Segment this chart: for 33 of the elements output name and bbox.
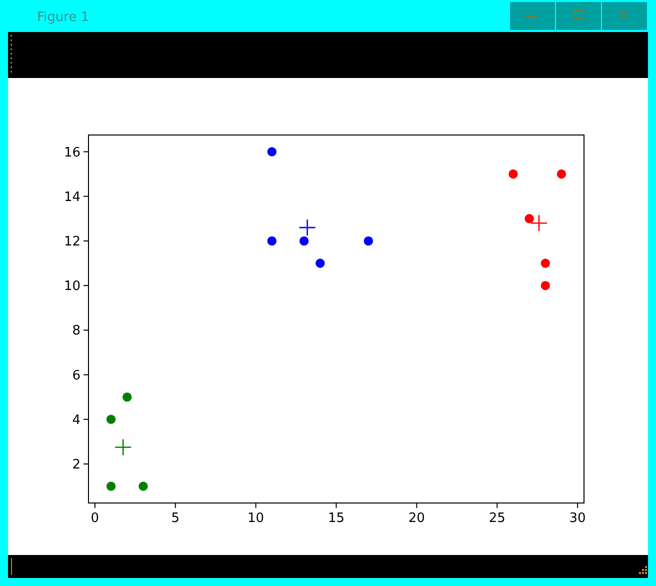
x-tick-label: 25: [488, 511, 506, 526]
y-tick-label: 4: [72, 412, 80, 428]
y-tick-label: 6: [72, 368, 80, 384]
y-tick-label: 12: [64, 234, 80, 250]
y-tick-label: 16: [64, 145, 80, 160]
point: [299, 236, 309, 246]
x-tick-label: 30: [569, 511, 586, 526]
x-tick-label: 5: [171, 511, 180, 526]
x-tick-label: 0: [90, 511, 100, 526]
point: [122, 392, 132, 402]
point: [106, 414, 116, 424]
caption: Figure 1: [37, 10, 90, 25]
point: [364, 236, 374, 246]
y-tick-label: 10: [64, 279, 80, 294]
point: [298, 218, 316, 236]
point: [540, 258, 550, 268]
point: [267, 236, 276, 246]
x-tick-label: 15: [328, 511, 345, 526]
point: [556, 169, 566, 179]
y-tick-label: 14: [64, 190, 80, 205]
point: [508, 169, 518, 179]
point: [530, 214, 548, 232]
point: [114, 438, 132, 456]
y-tick-label: 8: [72, 324, 80, 339]
point: [540, 280, 550, 290]
point: [267, 147, 276, 156]
point: [316, 258, 325, 268]
point: [524, 214, 534, 224]
x-tick-label: 20: [408, 511, 425, 526]
point: [138, 482, 148, 491]
point: [106, 482, 116, 491]
x-tick-label: 10: [248, 511, 264, 526]
y-tick-label: 2: [72, 458, 80, 473]
